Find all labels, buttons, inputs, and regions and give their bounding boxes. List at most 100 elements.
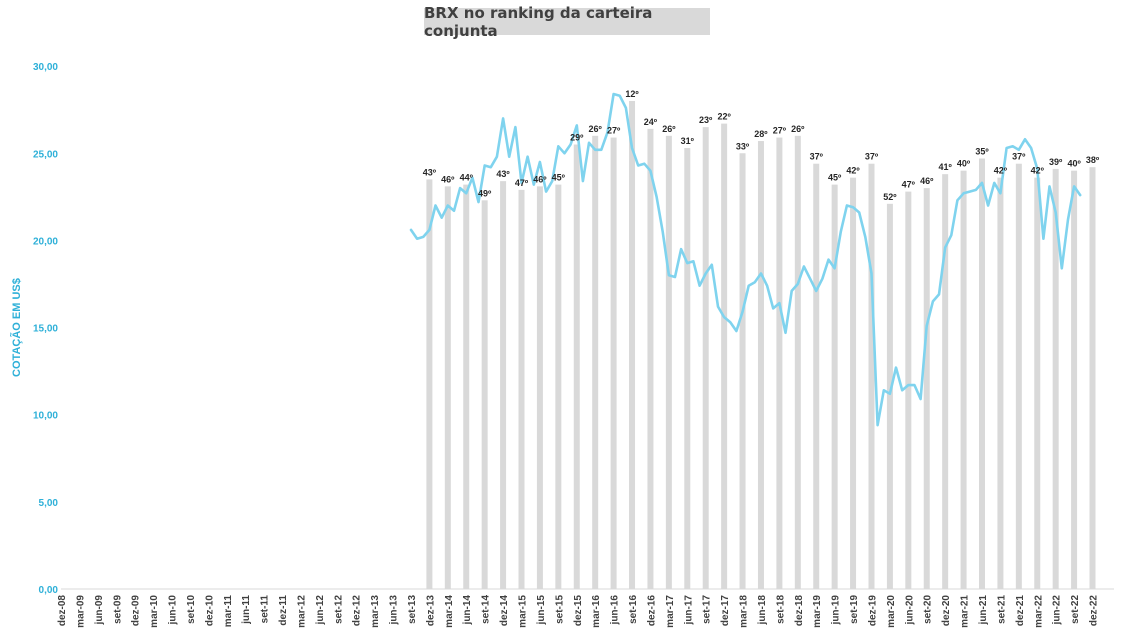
bar <box>1089 167 1096 589</box>
bar-data-label: 45º <box>828 173 842 183</box>
x-tick-label: dez-19 <box>867 595 878 627</box>
bar-data-label: 44º <box>460 173 474 183</box>
bar <box>647 128 654 589</box>
bar-data-label: 26º <box>791 124 805 134</box>
bar <box>960 170 967 589</box>
y-tick-label: 30,00 <box>33 62 58 73</box>
bar-data-label: 38º <box>1086 155 1100 165</box>
x-tick-label: dez-18 <box>794 595 805 627</box>
x-tick-label: jun-11 <box>241 595 252 625</box>
bar-data-label: 42º <box>994 166 1008 176</box>
bar-data-label: 26º <box>589 124 603 134</box>
x-tick-label: mar-19 <box>812 595 823 628</box>
x-tick-label: mar-21 <box>960 595 971 628</box>
bar <box>1015 163 1022 589</box>
bar-data-label: 23º <box>699 115 713 125</box>
bar-data-label: 43º <box>423 167 437 177</box>
bar-data-label: 37º <box>1012 152 1026 162</box>
bar-data-label: 31º <box>681 136 695 146</box>
bar <box>1052 168 1059 589</box>
x-tick-label: dez-11 <box>278 595 289 626</box>
x-tick-label: set-12 <box>333 595 344 624</box>
x-tick-label: set-09 <box>112 595 123 624</box>
bar <box>444 186 451 589</box>
bar <box>757 141 764 589</box>
y-tick-label: 0,00 <box>39 585 59 596</box>
x-tick-label: mar-18 <box>739 595 750 628</box>
chart-title-text: BRX no ranking da carteira conjunta <box>424 3 653 40</box>
x-tick-label: dez-21 <box>1015 595 1026 627</box>
bar-data-label: 12º <box>625 89 639 99</box>
x-tick-label: dez-12 <box>352 595 363 627</box>
bar-data-label: 37º <box>810 152 824 162</box>
bar <box>1071 170 1078 589</box>
bar-data-label: 47º <box>902 180 916 190</box>
x-tick-label: mar-20 <box>886 595 897 628</box>
bar <box>721 123 728 589</box>
bar <box>426 179 433 589</box>
x-tick-label: jun-21 <box>978 595 989 626</box>
x-tick-label: jun-20 <box>904 595 915 626</box>
x-tick-label: dez-15 <box>573 595 584 627</box>
y-tick-label: 15,00 <box>33 324 58 335</box>
x-tick-label: jun-17 <box>683 595 694 626</box>
x-tick-label: jun-18 <box>757 595 768 626</box>
bar <box>997 177 1004 590</box>
x-tick-label: set-14 <box>481 595 492 624</box>
bar <box>923 188 930 590</box>
bar <box>555 184 562 589</box>
bar <box>610 137 617 590</box>
bar <box>702 127 709 589</box>
x-tick-label: mar-13 <box>370 595 381 628</box>
bar-data-label: 24º <box>644 117 658 127</box>
x-tick-label: dez-16 <box>646 595 657 627</box>
x-tick-label: jun-14 <box>462 595 473 626</box>
bar <box>850 177 857 590</box>
x-tick-label: set-13 <box>407 595 418 624</box>
bar <box>831 184 838 589</box>
bar-data-label: 27º <box>607 126 621 136</box>
x-tick-label: mar-15 <box>518 595 529 628</box>
bar <box>1034 177 1041 590</box>
bar <box>794 135 801 589</box>
bar-data-label: 35º <box>975 146 989 156</box>
bar <box>905 191 912 589</box>
bar <box>979 158 985 589</box>
bar <box>684 148 691 589</box>
bar-data-label: 27º <box>773 126 787 136</box>
bar-data-label: 42º <box>1031 166 1045 176</box>
bar <box>573 144 580 589</box>
x-tick-label: mar-11 <box>223 595 234 628</box>
x-tick-label: mar-22 <box>1033 595 1044 628</box>
bar <box>629 100 636 590</box>
bar <box>868 163 875 589</box>
y-axis-title: COTAÇÃO EM US$ <box>10 278 23 377</box>
bar-data-label: 37º <box>865 152 879 162</box>
x-tick-label: dez-20 <box>941 595 952 627</box>
x-tick-label: set-18 <box>775 595 786 624</box>
x-tick-label: jun-12 <box>315 595 326 626</box>
bar-data-label: 39º <box>1049 157 1063 167</box>
bar <box>481 200 488 589</box>
x-tick-label: jun-19 <box>831 595 842 626</box>
x-tick-label: dez-17 <box>720 595 731 627</box>
bar-data-label: 26º <box>662 124 676 134</box>
bar <box>518 189 525 589</box>
x-tick-label: set-15 <box>554 595 565 624</box>
bar-data-label: 43º <box>496 169 510 179</box>
x-tick-label: jun-16 <box>610 595 621 626</box>
x-tick-label: set-10 <box>186 595 197 624</box>
x-tick-label: set-20 <box>923 595 934 624</box>
bar <box>536 186 543 589</box>
bar-data-label: 40º <box>957 159 971 169</box>
x-tick-label: mar-16 <box>591 595 602 628</box>
price-line <box>409 92 1082 427</box>
x-tick-label: set-11 <box>260 595 271 624</box>
x-tick-label: dez-10 <box>204 595 215 627</box>
bar-data-label: 42º <box>846 166 860 176</box>
bar-data-label: 28º <box>754 129 768 139</box>
bar-data-label: 47º <box>515 178 529 188</box>
bar <box>813 163 820 589</box>
x-tick-label: dez-14 <box>499 595 510 627</box>
